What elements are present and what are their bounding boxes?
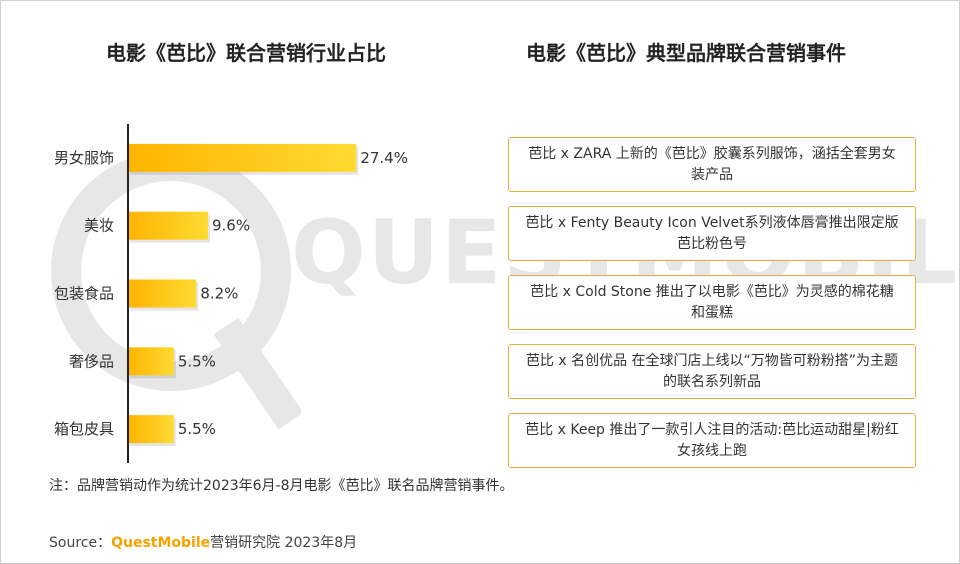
event-text: 芭比 x Keep 推出了一款引人注目的活动:芭比运动甜星|粉红女孩线上跑 [525,421,899,459]
event-box: 芭比 x Fenty Beauty Icon Velvet系列液体唇膏推出限定版… [508,206,916,261]
bar [128,279,197,308]
source-suffix: 营销研究院 2023年8月 [210,535,358,551]
chart-title: 电影《芭比》联合营销行业占比 [106,41,386,65]
event-text: 芭比 x Cold Stone 推出了以电影《芭比》为灵感的棉花糖和蛋糕 [530,283,894,321]
event-box: 芭比 x Cold Stone 推出了以电影《芭比》为灵感的棉花糖和蛋糕 [508,275,916,330]
event-text: 芭比 x ZARA 上新的《芭比》胶囊系列服饰，涵括全套男女装产品 [528,145,896,183]
event-box: 芭比 x 名创优品 在全球门店上线以“万物皆可粉粉搭”为主题的联名系列新品 [508,344,916,399]
bar [128,347,174,376]
events-title: 电影《芭比》典型品牌联合营销事件 [526,41,846,65]
source-prefix: Source： [49,535,112,551]
value-label: 9.6% [212,217,250,235]
event-text: 芭比 x 名创优品 在全球门店上线以“万物皆可粉粉搭”为主题的联名系列新品 [525,352,899,390]
source-line: Source：QuestMobile营销研究院 2023年8月 [49,532,357,552]
category-label: 男女服饰 [54,149,114,167]
category-label: 箱包皮具 [54,420,114,438]
value-label: 5.5% [178,420,216,438]
value-label: 5.5% [178,352,216,370]
source-brand: QuestMobile [111,535,211,551]
category-label: 美妆 [84,217,114,235]
bar [128,211,208,240]
bar [128,143,357,172]
event-text: 芭比 x Fenty Beauty Icon Velvet系列液体唇膏推出限定版… [525,214,899,252]
value-label: 8.2% [200,285,238,303]
event-box: 芭比 x ZARA 上新的《芭比》胶囊系列服饰，涵括全套男女装产品 [508,137,916,192]
footnote: 注：品牌营销动作为统计2023年6月-8月电影《芭比》联名品牌营销事件。 [49,478,514,494]
category-label: 奢侈品 [69,352,114,370]
bar [128,415,174,444]
event-box: 芭比 x Keep 推出了一款引人注目的活动:芭比运动甜星|粉红女孩线上跑 [508,413,916,468]
category-label: 包装食品 [54,285,114,303]
value-label: 27.4% [360,149,408,167]
bar-chart: 男女服饰 27.4% 美妆 9.6% 包装食品 8.2% 奢侈品 5.5% 箱包皮具 5.5% [54,124,408,463]
